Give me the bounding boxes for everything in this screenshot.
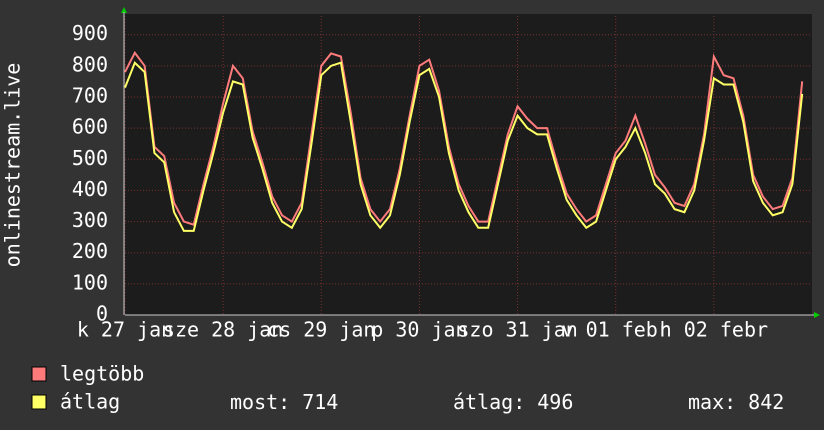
series-line [124,50,804,226]
y-tick-label: 0 [96,302,108,326]
y-tick-label: 500 [72,146,108,170]
y-tick-label: 900 [72,21,108,45]
x-tick-label: v 01 febr [562,318,670,342]
stat-label: most: [230,390,290,414]
stat: max: 842 [688,390,784,414]
series-line [124,60,804,232]
stat-value: 496 [537,390,573,414]
x-tick-label: k 27 jan [77,318,173,342]
y-axis-arrow [121,7,127,13]
stat: átlag: 496 [453,390,573,414]
x-tick-label: sze 28 jan [163,318,283,342]
stat-label: max: [688,390,736,414]
legend-label: legtöbb [60,362,144,386]
y-axis-label: onlinestream.live [1,63,25,268]
x-tick-label: h 02 febr [660,318,768,342]
x-axis-arrow [814,312,820,318]
y-tick-label: 700 [72,83,108,107]
y-tick-label: 200 [72,239,108,263]
plot-area [125,14,812,315]
stat-value: 714 [302,390,338,414]
legend-label: átlag [60,390,120,414]
y-tick-label: 400 [72,177,108,201]
x-tick-label: p 30 jan [371,318,467,342]
y-tick-label: 600 [72,115,108,139]
y-tick-label: 800 [72,52,108,76]
x-tick-label: cs 29 jan [267,318,375,342]
stat: most: 714 [230,390,338,414]
stat-value: 842 [748,390,784,414]
legend-swatch [31,366,47,382]
x-tick-label: szo 31 jan [457,318,577,342]
y-tick-label: 100 [72,270,108,294]
y-tick-label: 300 [72,208,108,232]
legend-swatch [31,394,47,410]
stat-label: átlag: [453,390,525,414]
